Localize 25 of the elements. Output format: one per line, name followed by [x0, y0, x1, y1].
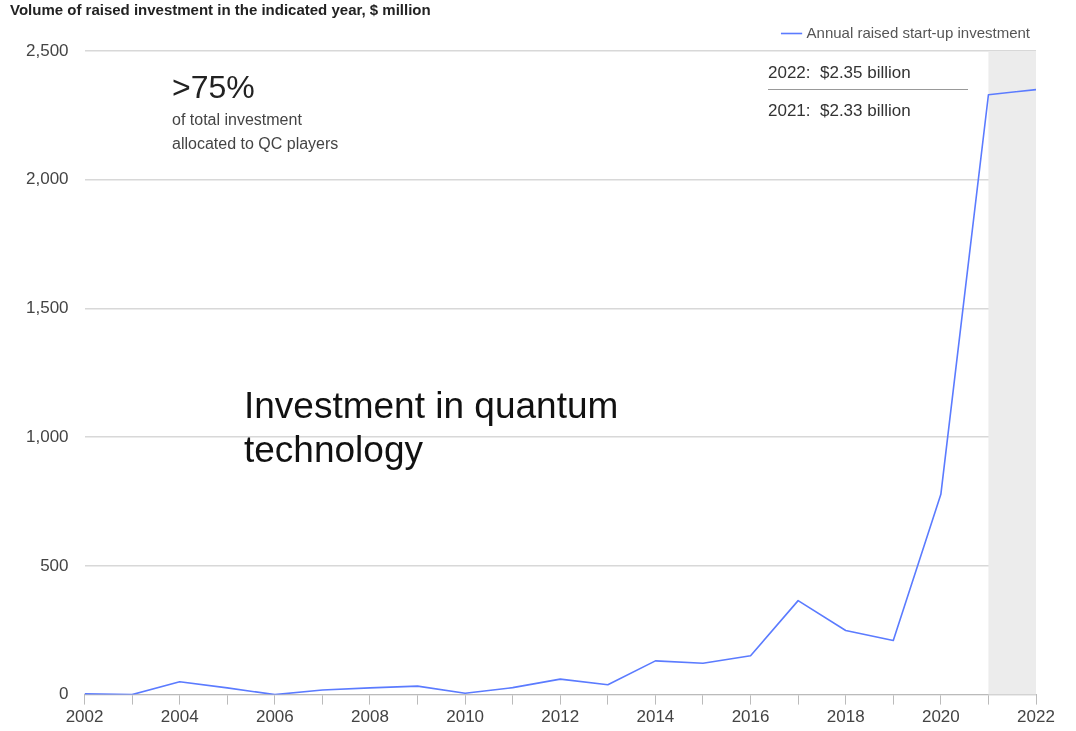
annotation: 2021: $2.33 billion [768, 101, 911, 120]
x-tick-label: 2002 [65, 707, 104, 727]
y-tick-label: 500 [40, 555, 69, 575]
chart-title: Volume of raised investment in the indicated year, $ million [10, 1, 431, 19]
x-tick-label: 2016 [731, 707, 770, 727]
y-tick-label: 2,500 [25, 40, 69, 60]
y-tick-label: 0 [59, 684, 69, 704]
annotation: allocated to QC players [172, 135, 339, 152]
x-tick-label: 2014 [636, 707, 675, 727]
x-tick-label: 2020 [921, 707, 960, 727]
x-tick-label: 2018 [826, 707, 865, 727]
annotation: Investment in quantum technology [244, 385, 619, 470]
annotation: 2022: $2.35 billion [768, 63, 911, 82]
x-tick-label: 2012 [541, 707, 580, 727]
x-tick-label: 2022 [1017, 707, 1055, 727]
y-tick-label: 1,000 [25, 426, 69, 446]
y-tick-label: 1,500 [25, 298, 69, 318]
legend-label: Annual raised start-up investment [806, 23, 1031, 41]
x-tick-label: 2004 [160, 707, 199, 727]
y-tick-label: 2,000 [25, 169, 69, 189]
x-tick-label: 2008 [351, 707, 389, 727]
x-tick-label: 2010 [446, 707, 485, 727]
x-tick-label: 2006 [255, 707, 294, 727]
annotation: of total investment [172, 111, 303, 128]
annotation: >75% [172, 69, 255, 105]
